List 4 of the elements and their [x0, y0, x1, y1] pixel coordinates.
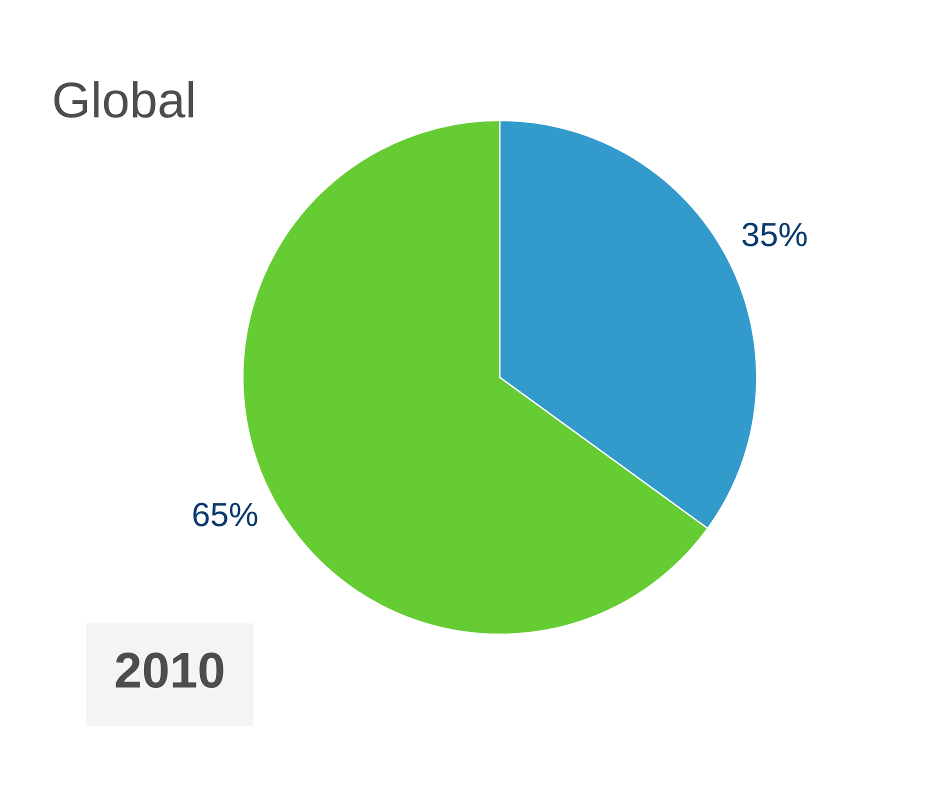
chart-title: Global	[54, 81, 194, 118]
data-label: 65%	[193, 502, 258, 526]
data-label: 35%	[742, 222, 807, 246]
text: 2010	[116, 652, 224, 688]
